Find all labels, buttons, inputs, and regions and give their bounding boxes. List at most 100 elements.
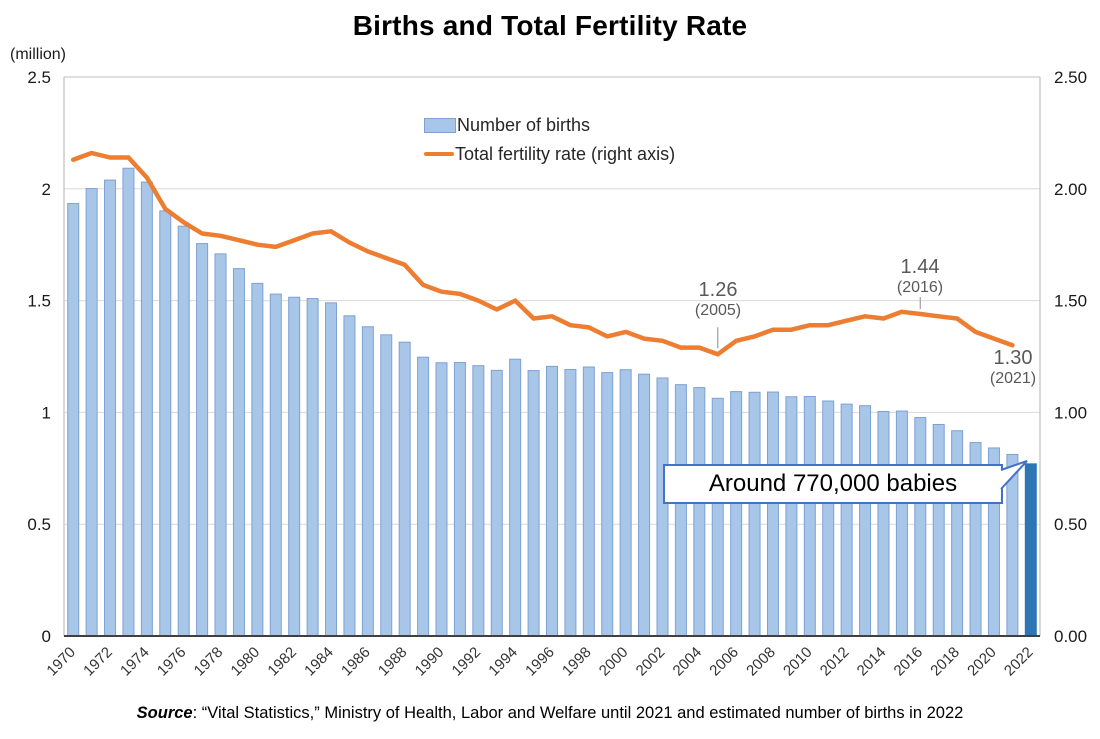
bar-2022	[1024, 463, 1037, 637]
tfr-line-swatch-icon	[424, 152, 454, 156]
bar-2006	[730, 391, 743, 637]
annotation-2021-value: 1.30	[993, 347, 1033, 369]
bar-1977	[196, 243, 209, 637]
x-axis-label-2022: 2022	[1001, 644, 1037, 680]
x-axis-label-1980: 1980	[228, 644, 264, 680]
y-axis-tick-right: 0.50	[1054, 515, 1087, 534]
x-axis-label-2016: 2016	[891, 644, 927, 680]
x-axis-label-2004: 2004	[670, 644, 706, 680]
x-axis-label-2014: 2014	[854, 644, 890, 680]
bar-2018	[951, 430, 964, 637]
bar-1998	[582, 366, 595, 637]
x-axis-label-2012: 2012	[817, 644, 853, 680]
bar-1973	[122, 167, 135, 637]
bar-1995	[527, 370, 540, 637]
y-axis-tick-right: 1.50	[1054, 292, 1087, 311]
left-axis-unit-label: (million)	[10, 46, 66, 63]
births-swatch-icon	[424, 117, 456, 133]
bar-2012	[840, 403, 853, 637]
bar-2001	[638, 373, 651, 637]
legend-label-births: Number of births	[457, 114, 591, 135]
bar-1991	[453, 362, 466, 637]
bar-1981	[269, 293, 282, 637]
bar-1972	[104, 179, 117, 637]
bar-1974	[140, 181, 153, 637]
bar-2015	[895, 410, 908, 637]
bar-1997	[564, 368, 577, 637]
source-text: : “Vital Statistics,” Ministry of Health…	[192, 704, 964, 722]
y-axis-tick-right: 1.00	[1054, 403, 1087, 422]
bar-1986	[361, 326, 374, 637]
x-axis-label-1970: 1970	[43, 644, 79, 680]
annotation-latest-2021: 1.30 (2021)	[948, 347, 1078, 389]
bar-1984	[325, 302, 338, 637]
x-axis-label-2008: 2008	[743, 644, 779, 680]
annotation-peak-2016: 1.44 (2016)	[855, 256, 985, 298]
bar-2013	[859, 405, 872, 637]
x-axis-label-1974: 1974	[117, 644, 153, 680]
x-axis-label-2018: 2018	[927, 644, 963, 680]
x-axis-label-1994: 1994	[485, 644, 521, 680]
bar-1975	[159, 210, 172, 637]
bar-2002	[656, 377, 669, 637]
bar-2004	[693, 387, 706, 637]
bar-2014	[877, 411, 890, 637]
bar-1993	[490, 369, 503, 637]
x-axis-label-1978: 1978	[191, 644, 227, 680]
legend-item-births: Number of births	[424, 114, 675, 136]
bar-1980	[251, 282, 264, 637]
y-axis-tick-left: 2	[42, 180, 51, 199]
x-axis-label-1982: 1982	[264, 644, 300, 680]
y-axis-tick-left: 1	[42, 403, 51, 422]
annotation-2016-year: (2016)	[896, 279, 944, 296]
bar-1989	[417, 356, 430, 637]
source-note: Source: “Vital Statistics,” Ministry of …	[0, 704, 1100, 723]
bar-1978	[214, 253, 227, 637]
bar-2007	[748, 391, 761, 637]
bar-2008	[766, 391, 779, 637]
x-axis-label-2006: 2006	[706, 644, 742, 680]
bar-2009	[785, 396, 798, 637]
bar-1982	[288, 296, 301, 637]
y-axis-tick-left: 2.5	[27, 68, 51, 87]
x-axis-label-1990: 1990	[412, 644, 448, 680]
callout-2022-births: Around 770,000 babies	[663, 464, 1003, 504]
bar-1971	[85, 188, 98, 637]
bar-2000	[619, 369, 632, 637]
bar-1999	[601, 372, 614, 637]
legend-label-tfr: Total fertility rate (right axis)	[455, 143, 676, 164]
x-axis-label-1984: 1984	[301, 644, 337, 680]
page-title: Births and Total Fertility Rate	[352, 10, 748, 41]
chart-legend: Number of births Total fertility rate (r…	[424, 114, 675, 172]
fertility-rate-line	[70, 150, 1015, 357]
bar-2010	[803, 396, 816, 637]
bar-2021	[1006, 453, 1019, 637]
x-axis-label-1986: 1986	[338, 644, 374, 680]
bar-2003	[674, 384, 687, 637]
bar-1970	[67, 203, 80, 637]
x-axis-label-1998: 1998	[559, 644, 595, 680]
x-axis-label-2002: 2002	[633, 644, 669, 680]
legend-item-tfr: Total fertility rate (right axis)	[424, 143, 675, 165]
y-axis-tick-right: 0.00	[1054, 627, 1087, 646]
bar-1983	[306, 298, 319, 637]
y-axis-tick-right: 2.00	[1054, 180, 1087, 199]
annotation-2021-year: (2021)	[989, 370, 1037, 387]
annotation-2005-year: (2005)	[694, 302, 742, 319]
annotation-min-2005: 1.26 (2005)	[653, 279, 783, 321]
y-axis-tick-right: 2.50	[1054, 68, 1087, 87]
bar-1990	[435, 362, 448, 637]
annotation-2005-value: 1.26	[698, 279, 738, 301]
bar-1994	[509, 358, 522, 637]
bar-2005	[711, 397, 724, 637]
x-axis-label-1996: 1996	[522, 644, 558, 680]
x-axis-label-2010: 2010	[780, 644, 816, 680]
y-axis-tick-left: 0.5	[27, 515, 51, 534]
bar-1988	[398, 341, 411, 637]
bar-1976	[177, 225, 190, 637]
bar-1996	[546, 365, 558, 637]
bar-1985	[343, 315, 356, 637]
x-axis-label-1972: 1972	[80, 644, 116, 680]
